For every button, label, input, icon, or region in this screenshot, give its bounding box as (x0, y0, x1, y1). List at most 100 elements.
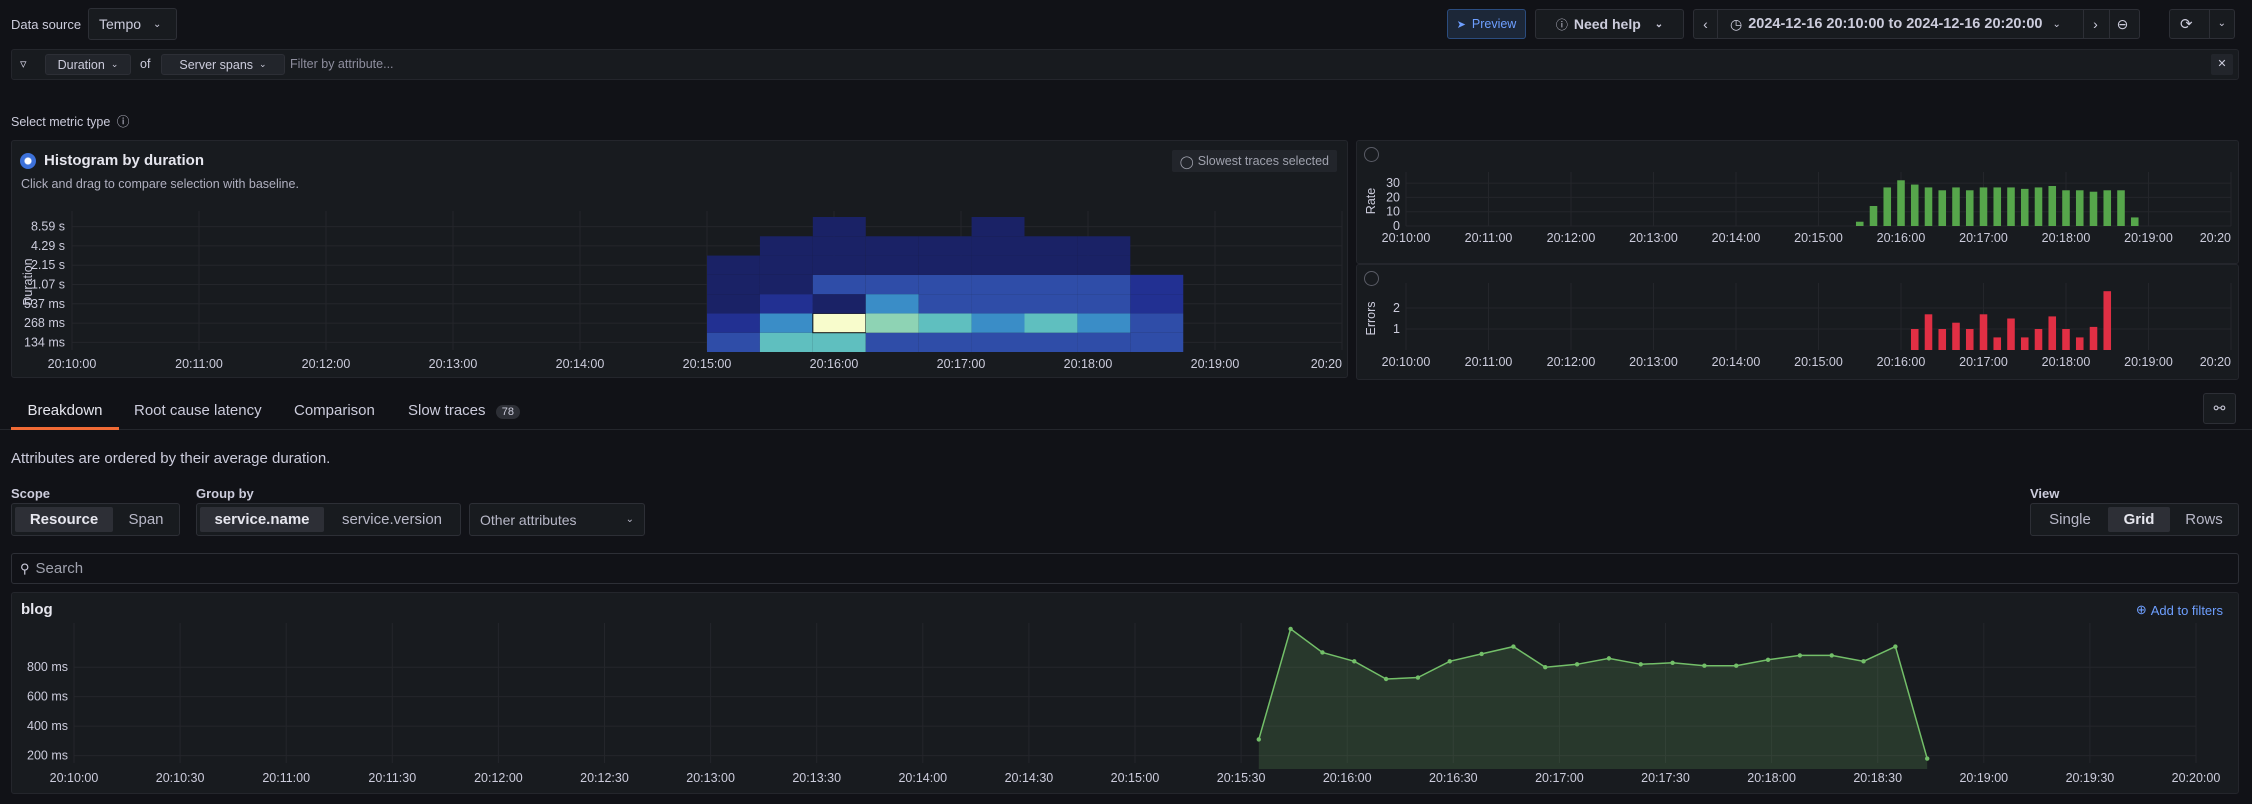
need-help-button[interactable]: ⓘ Need help ⌄ (1535, 9, 1684, 39)
groupby-label: Group by (196, 486, 254, 501)
view-option-rows[interactable]: Rows (2185, 511, 2223, 528)
heatmap-cell (1130, 313, 1184, 333)
heatmap-cell (918, 274, 972, 295)
metric-type-text: Select metric type (11, 115, 111, 129)
data-point (1734, 663, 1739, 668)
groupby-option-service-name[interactable]: service.name (200, 507, 324, 532)
groupby-option-service-version[interactable]: service.version (341, 511, 443, 528)
view-option-grid[interactable]: Grid (2108, 507, 2170, 532)
y-tick-label: 0 (1393, 219, 1400, 233)
rocket-icon: ➤ (1456, 18, 1466, 31)
zoom-in-icon: ⊕ (2135, 602, 2147, 617)
search-icon: ⚲ (20, 560, 30, 576)
add-to-filters-label: Add to filters (2150, 602, 2223, 618)
lightbulb-icon: ◯ (1179, 154, 1194, 169)
bar (1855, 221, 1864, 226)
x-tick-label: 20:14:00 (556, 357, 605, 371)
blog-panel[interactable]: blog ⊕ Add to filters 20:10:00 20:10:30 20… (11, 592, 2239, 794)
y-tick-label: 8.59 s (31, 220, 65, 234)
tab-root-cause-latency[interactable]: Root cause latency (134, 402, 262, 419)
search-input[interactable]: ⚲ Search (11, 553, 2239, 584)
x-tick-label: 20:17:30 (1641, 771, 1690, 785)
x-tick-label: 20:14:00 (1712, 355, 1761, 369)
view-option-single[interactable]: Single (2049, 511, 2091, 528)
radio-selected-icon[interactable] (20, 153, 36, 169)
share-button[interactable]: ⚯ (2203, 393, 2236, 424)
y-tick-label: 268 ms (24, 316, 65, 330)
heatmap-cell (812, 255, 866, 275)
filter-icon: ▿ (20, 56, 27, 71)
heatmap-cell (707, 313, 760, 333)
heatmap-cell (759, 313, 813, 333)
y-axis-label: Errors (1364, 301, 1378, 335)
x-tick-label: 20:12:00 (302, 357, 351, 371)
datasource-select[interactable]: Tempo ⌄ (88, 8, 177, 40)
y-tick-label: 30 (1386, 176, 1400, 190)
tab-slow-traces[interactable]: Slow traces 78 (408, 402, 520, 419)
bar (2117, 190, 2125, 226)
y-tick-label: 1.07 s (31, 278, 65, 292)
other-attributes-label: Other attributes (480, 511, 577, 528)
heatmap-cell (865, 274, 919, 295)
zoom-out-icon[interactable]: ⊖ (2109, 10, 2135, 38)
x-tick-label: 20:16:00 (1877, 355, 1926, 369)
bar (2089, 191, 2098, 226)
x-tick-label: 20:13:00 (686, 771, 735, 785)
bar (1952, 322, 1960, 350)
heatmap-cell (971, 236, 1025, 256)
tab-bar (0, 429, 2252, 430)
bar (2103, 291, 2112, 350)
errors-panel[interactable]: 20:10:00 20:11:00 20:12:00 20:13:00 20:14:00… (1356, 264, 2239, 380)
bar (2034, 187, 2043, 226)
heatmap-cell (971, 255, 1025, 275)
heatmap-cell (1130, 274, 1184, 295)
badge-label: Slowest traces selected (1197, 154, 1329, 168)
data-point (1415, 675, 1421, 680)
add-to-filters-button[interactable]: ⊕ Add to filters (2136, 602, 2223, 618)
chevron-down-icon: ⌄ (2052, 18, 2061, 30)
x-tick-label: 20:12:00 (1547, 355, 1596, 369)
span-type-select[interactable]: Server spans ⌄ (161, 54, 285, 75)
rate-panel[interactable]: 20:10:00 20:11:00 20:12:00 20:13:00 20:14:00… (1356, 140, 2239, 264)
heatmap-cell (812, 217, 866, 237)
heatmap-cell (759, 294, 813, 314)
heatmap-cell (918, 294, 972, 314)
preview-label: Preview (1471, 17, 1517, 31)
y-tick-label: 2 (1393, 301, 1400, 315)
close-icon[interactable]: ✕ (2211, 54, 2233, 75)
heatmap-cell (707, 294, 760, 314)
heatmap-cell (865, 332, 919, 352)
x-tick-label: 20:20:00 (2172, 771, 2221, 785)
tab-breakdown[interactable]: Breakdown (11, 402, 119, 430)
data-point (1288, 626, 1293, 632)
chevron-right-icon[interactable]: › (2083, 10, 2107, 38)
x-tick-label: 20:13:00 (1629, 355, 1678, 369)
histogram-chart[interactable]: 20:10:00 20:11:00 20:12:00 20:13:00 20:14:00… (12, 141, 1349, 379)
scope-option-resource[interactable]: Resource (15, 507, 113, 532)
other-attributes-select[interactable]: Other attributes ⌄ (469, 503, 645, 536)
histogram-title: Histogram by duration (44, 152, 205, 169)
chevron-left-icon[interactable]: ‹ (1694, 10, 1718, 38)
x-tick-label: 20:11:00 (1465, 231, 1513, 245)
info-circle-icon: ⓘ (1555, 17, 1568, 32)
refresh-button[interactable]: ⟳ ⌄ (2169, 9, 2235, 39)
y-axis-label: Duration (21, 258, 35, 305)
radio-unselected-icon[interactable] (1364, 271, 1379, 286)
x-tick-label: 20:17:00 (937, 357, 986, 371)
tab-comparison[interactable]: Comparison (294, 402, 375, 419)
groupby-segmented-control: service.name service.version (196, 503, 461, 536)
metric-select[interactable]: Duration ⌄ (45, 54, 131, 75)
time-range-picker[interactable]: ‹ ◷ 2024-12-16 20:10:00 to 2024-12-16 20… (1693, 9, 2140, 39)
data-point (1383, 676, 1389, 682)
radio-unselected-icon[interactable] (1364, 147, 1379, 162)
y-tick-label: 1 (1393, 322, 1400, 336)
heatmap-cell (707, 255, 760, 275)
filter-attribute-input[interactable]: Filter by attribute... (290, 57, 394, 71)
x-tick-label: 20:16:00 (1323, 771, 1372, 785)
y-tick-label: 134 ms (24, 335, 65, 349)
preview-badge[interactable]: ➤ Preview (1447, 9, 1526, 39)
histogram-panel[interactable]: Histogram by duration Click and drag to … (11, 140, 1348, 378)
scope-option-span[interactable]: Span (128, 511, 164, 528)
data-point (1861, 659, 1866, 664)
need-help-label: Need help (1573, 16, 1641, 32)
